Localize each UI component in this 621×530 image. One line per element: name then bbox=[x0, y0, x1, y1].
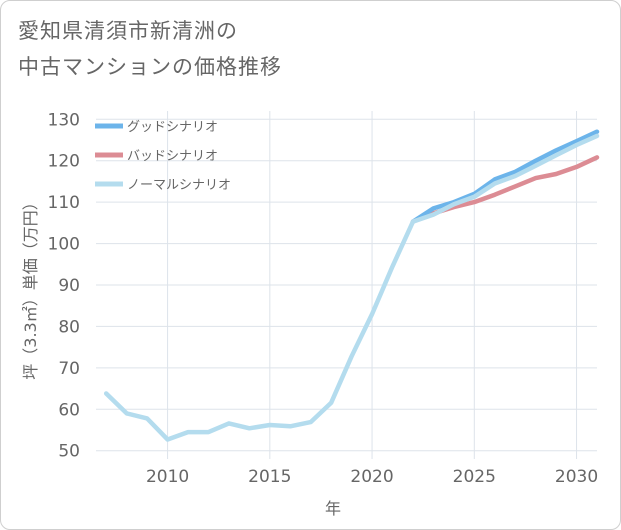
x-tick-label-2020: 2020 bbox=[350, 467, 393, 487]
y-tick-label-100: 100 bbox=[48, 235, 80, 255]
x-axis-label: 年 bbox=[325, 499, 341, 518]
y-tick-label-70: 70 bbox=[58, 359, 80, 379]
x-tick-label-2015: 2015 bbox=[248, 467, 291, 487]
y-tick-label-80: 80 bbox=[58, 317, 80, 337]
legend-label-0: グッドシナリオ bbox=[127, 120, 218, 135]
series-line-2 bbox=[103, 133, 600, 442]
legend-label-2: ノーマルシナリオ bbox=[127, 178, 231, 193]
x-axis-ticks: 2010 2015 2020 2025 2030 bbox=[146, 467, 598, 487]
y-tick-label-90: 90 bbox=[58, 276, 80, 296]
series-line-0 bbox=[410, 129, 600, 224]
chart-title-line-2: 中古マンションの価格推移 bbox=[18, 55, 282, 79]
legend-label-1: バッドシナリオ bbox=[127, 149, 218, 164]
y-tick-label-50: 50 bbox=[58, 442, 80, 462]
y-tick-label-130: 130 bbox=[48, 110, 80, 130]
chart-title-line-1: 愛知県清須市新清洲の bbox=[18, 19, 238, 43]
x-tick-label-2010: 2010 bbox=[146, 467, 189, 487]
x-tick-label-2030: 2030 bbox=[555, 467, 598, 487]
y-tick-label-60: 60 bbox=[58, 400, 80, 420]
y-axis-label: 坪（3.3㎡）単価（万円） bbox=[21, 194, 40, 379]
y-tick-label-120: 120 bbox=[48, 152, 80, 172]
y-tick-label-110: 110 bbox=[48, 193, 80, 213]
series-lines bbox=[103, 129, 600, 442]
x-tick-label-2025: 2025 bbox=[453, 467, 496, 487]
y-axis-ticks: 50 60 70 80 90 100 110 120 130 bbox=[48, 110, 80, 461]
gridlines bbox=[96, 111, 597, 459]
